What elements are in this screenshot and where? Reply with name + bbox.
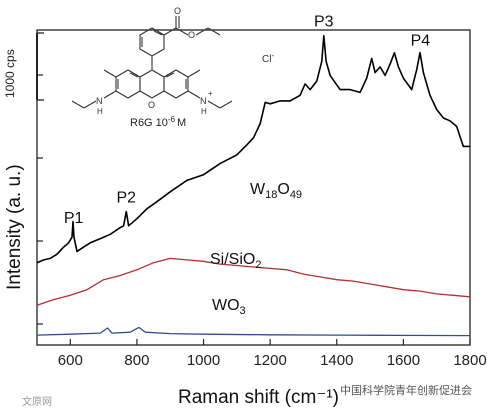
scale-bar (36, 32, 44, 101)
wo3-sub: 3 (240, 305, 246, 317)
y-axis-title: Intensity (a. u.) (4, 164, 25, 290)
counter-ion-label: Cl- (262, 51, 274, 65)
x-tick-label: 1200 (253, 352, 286, 369)
sio2-label: Si/SiO2 (210, 251, 261, 271)
x-axis-ticks: 600 800 1000 1200 1400 1600 1800 (58, 339, 487, 369)
x-tick-label: 1800 (453, 352, 486, 369)
w18o49-label: W18O49 (250, 181, 302, 201)
w18o49-o: O (277, 181, 289, 198)
x-axis-title: Raman shift (cm⁻¹) (178, 387, 339, 408)
molecule-atom-o-ester: O (188, 30, 195, 40)
series-line-wo3 (36, 326, 471, 337)
w18o49-w: W (250, 181, 266, 198)
peak-label-p4: P4 (411, 33, 431, 50)
peak-label-p2: P2 (116, 190, 136, 207)
molecule-atom-h-left: H (97, 107, 103, 116)
watermark-right: 中国科学院青年创新促进会 (340, 383, 472, 397)
spectra-lines (36, 34, 471, 337)
molecule-label-unit: M (177, 117, 186, 129)
x-tick-label: 1400 (320, 352, 353, 369)
wo3-base: WO (212, 297, 240, 314)
counter-ion-base: Cl (262, 54, 271, 65)
series-line-si-sio2 (36, 257, 471, 306)
x-tick-label: 1000 (187, 352, 220, 369)
x-tick-label: 600 (58, 352, 83, 369)
series-line-w18o49 (36, 34, 470, 264)
w18o49-sub1: 18 (265, 189, 277, 201)
w18o49-sub2: 49 (290, 189, 302, 201)
x-tick-label: 1600 (387, 352, 420, 369)
molecule-label-base: R6G 10 (130, 117, 168, 129)
counter-ion-charge: - (271, 51, 274, 60)
scale-bar-label: 1000 cps (3, 49, 17, 98)
y-axis-ticks (37, 74, 43, 325)
r6g-molecule-structure (71, 16, 233, 109)
molecule-atom-h-right: H (201, 107, 207, 116)
molecule-label: R6G 10-6 M (130, 115, 186, 129)
molecule-atom-o-ring: O (148, 100, 155, 110)
molecule-atom-n-left: N (96, 96, 103, 106)
plot-frame (36, 29, 471, 346)
x-tick-label: 800 (124, 352, 149, 369)
molecule-atom-o-carbonyl: O (174, 6, 181, 16)
wo3-label: WO3 (212, 297, 246, 317)
peak-label-p3: P3 (314, 14, 334, 31)
watermark-left: 文原网 (22, 395, 52, 408)
sio2-base: Si/SiO (210, 251, 255, 268)
molecule-label-exp: -6 (168, 115, 176, 124)
molecule-atom-n-right: N (200, 96, 207, 106)
peak-labels: P1 P2 P3 P4 (64, 14, 430, 227)
molecule-charge-plus: + (208, 89, 213, 98)
sio2-sub: 2 (255, 259, 261, 271)
peak-label-p1: P1 (64, 210, 84, 227)
